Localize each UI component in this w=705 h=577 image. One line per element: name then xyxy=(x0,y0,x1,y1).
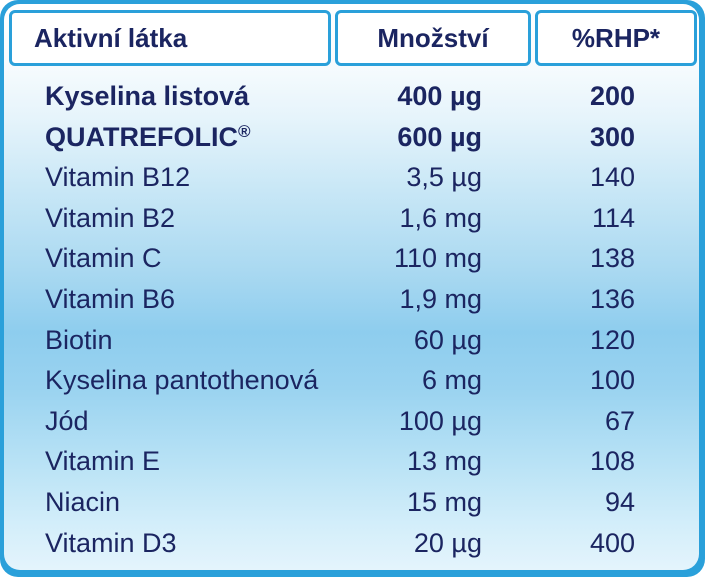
substance-name-text: Kyselina pantothenová xyxy=(45,365,319,396)
amount-value: 1,9 mg xyxy=(399,283,482,314)
substance-name: QUATREFOLIC® xyxy=(45,117,251,157)
amount-value: 110 mg xyxy=(393,243,482,274)
amount-value: 3,5 µg xyxy=(406,162,482,193)
substance-name-text: Niacin xyxy=(45,486,121,517)
table-row: Vitamin D3 20 µg 400 xyxy=(0,523,705,564)
substance-name-text: Vitamin B12 xyxy=(45,162,191,193)
substance-name: Kyselina listová xyxy=(45,76,249,116)
substance-name-text: Biotin xyxy=(45,324,113,355)
amount-value: 6 mg xyxy=(421,365,482,396)
amount-value: 13 mg xyxy=(406,446,482,477)
table-row: Vitamin B2 1,6 mg 114 xyxy=(0,198,705,239)
rhp-value: 108 xyxy=(589,446,635,477)
substance-name-text: QUATREFOLIC xyxy=(45,121,238,152)
rhp-value: 200 xyxy=(589,81,635,111)
table-row: Vitamin C 110 mg 138 xyxy=(0,238,705,279)
substance-name: Vitamin E xyxy=(45,441,160,481)
table-row: Vitamin B6 1,9 mg 136 xyxy=(0,279,705,320)
amount-value: 100 µg xyxy=(398,405,482,436)
rhp-value: 67 xyxy=(604,405,635,436)
substance-name-text: Vitamin B6 xyxy=(45,283,176,314)
rhp-value: 120 xyxy=(589,324,635,355)
rhp-value: 136 xyxy=(589,283,635,314)
amount-value: 600 µg xyxy=(397,121,482,152)
header-amount: Množství xyxy=(335,10,531,66)
header-substance: Aktivní látka xyxy=(9,10,331,66)
table-body: Kyselina listová 400 µg 200 QUATREFOLIC® 600… xyxy=(0,76,705,563)
rhp-value: 100 xyxy=(589,365,635,396)
header-rhp: %RHP* xyxy=(535,10,697,66)
substance-name: Vitamin B2 xyxy=(45,198,175,238)
registered-mark: ® xyxy=(237,121,251,141)
substance-name: Vitamin B6 xyxy=(45,279,175,319)
table-header: Aktivní látka Množství %RHP* xyxy=(9,10,697,66)
table-row: Jód 100 µg 67 xyxy=(0,401,705,442)
substance-name-text: Jód xyxy=(45,405,89,436)
substance-name-text: Vitamin E xyxy=(45,446,161,477)
substance-name-text: Vitamin B2 xyxy=(45,202,176,233)
substance-name: Biotin xyxy=(45,320,113,360)
rhp-value: 400 xyxy=(589,527,635,558)
rhp-value: 140 xyxy=(589,162,635,193)
nutrition-table-panel xyxy=(4,4,699,570)
table-row: QUATREFOLIC® 600 µg 300 xyxy=(0,117,705,158)
table-row: Vitamin E 13 mg 108 xyxy=(0,441,705,482)
substance-name-text: Vitamin D3 xyxy=(45,527,177,558)
amount-value: 15 mg xyxy=(406,486,482,517)
table-row: Kyselina pantothenová 6 mg 100 xyxy=(0,360,705,401)
table-row: Kyselina listová 400 µg 200 xyxy=(0,76,705,117)
substance-name-text: Kyselina listová xyxy=(45,81,250,111)
rhp-value: 138 xyxy=(589,243,635,274)
substance-name: Jód xyxy=(45,401,89,441)
amount-value: 400 µg xyxy=(397,81,482,111)
rhp-value: 114 xyxy=(591,202,635,233)
table-row: Biotin 60 µg 120 xyxy=(0,320,705,361)
substance-name: Kyselina pantothenová xyxy=(45,360,318,400)
substance-name: Vitamin C xyxy=(45,238,162,278)
table-row: Niacin 15 mg 94 xyxy=(0,482,705,523)
rhp-value: 94 xyxy=(604,486,635,517)
substance-name: Vitamin D3 xyxy=(45,523,177,563)
table-row: Vitamin B12 3,5 µg 140 xyxy=(0,157,705,198)
amount-value: 20 µg xyxy=(413,527,482,558)
amount-value: 1,6 mg xyxy=(399,202,482,233)
substance-name-text: Vitamin C xyxy=(45,243,162,274)
rhp-value: 300 xyxy=(589,121,635,152)
amount-value: 60 µg xyxy=(413,324,482,355)
substance-name: Niacin xyxy=(45,482,120,522)
substance-name: Vitamin B12 xyxy=(45,157,190,197)
